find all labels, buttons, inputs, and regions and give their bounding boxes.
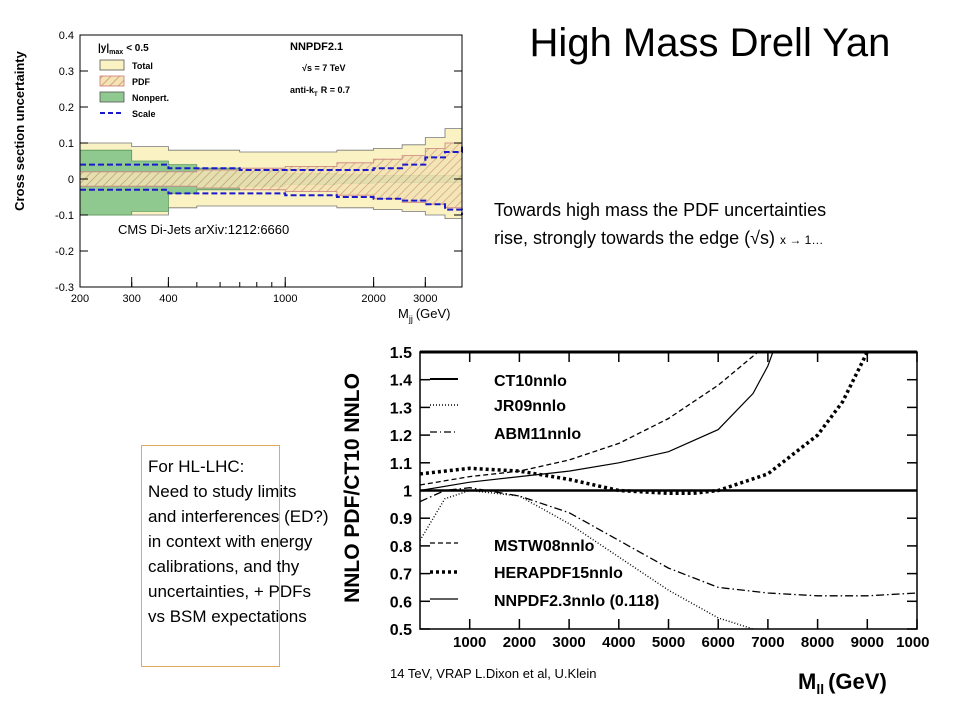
legend-entry: Scale xyxy=(132,109,156,119)
legend-header: |y|max < 0.5 xyxy=(98,43,149,56)
y-tick-label: 0.3 xyxy=(59,66,74,78)
note-line: and interferences (ED?) xyxy=(148,507,329,526)
plot-frame xyxy=(79,34,463,288)
hl-lhc-note: For HL-LHC: Need to study limits and int… xyxy=(141,445,329,667)
legend-entry: NNPDF2.3nnlo (0.118) xyxy=(494,593,659,610)
x-tick-label: 8000 xyxy=(801,634,834,651)
annotation-pdfset: NNPDF2.1 xyxy=(290,41,343,53)
y-tick-label: 0.7 xyxy=(390,567,412,584)
annotation-algorithm-sub: T xyxy=(314,92,318,98)
y-axis-label: NNLO PDF/CT10 NNLO xyxy=(341,373,364,603)
legend-entry: JR09nnlo xyxy=(494,398,566,415)
note-line: uncertainties, + PDFs xyxy=(148,582,311,601)
legend-swatch-pdf xyxy=(99,75,125,87)
x-axis-label: Mjj (GeV) xyxy=(398,306,451,324)
legend-entry: PDF xyxy=(132,77,151,87)
legend-entry: Nonpert. xyxy=(132,93,169,103)
x-axis-label-sub: jj xyxy=(408,314,413,324)
annotation-algorithm: anti-kT R = 0.7 xyxy=(290,85,350,98)
y-tick-label: 1.2 xyxy=(390,428,412,445)
y-tick-label: 0.5 xyxy=(390,622,412,639)
x-tick-label: 1000 xyxy=(453,634,486,651)
x-axis-label-var: M xyxy=(798,669,816,694)
legend-entry: CT10nnlo xyxy=(494,373,567,390)
note-line: vs BSM expectations xyxy=(148,607,307,626)
note-line: calibrations, and thy xyxy=(148,557,300,576)
pdf-ratio-chart: NNLO PDF/CT10 NNLO 0.5 0.6 0.7 0.8 0.9 1 1.1 1.… xyxy=(341,345,930,695)
legend-header-cond: < 0.5 xyxy=(126,43,149,54)
scale-upper-line xyxy=(80,146,463,171)
y-tick-label: -0.1 xyxy=(55,210,74,222)
x-tick-label: 3000 xyxy=(413,293,437,305)
cms-uncertainty-chart: Cross section uncertainty -0.3 -0.2 -0.1 0 0… xyxy=(12,30,463,324)
series-line-nnpdf2-3nnlo-0-118 xyxy=(419,351,774,492)
pdf-band xyxy=(79,135,463,212)
y-axis-label: Cross section uncertainty xyxy=(12,50,27,210)
y-tick-label: 0.8 xyxy=(390,539,412,556)
x-axis-label-var: M xyxy=(398,306,409,321)
x-tick-label: 400 xyxy=(159,293,177,305)
legend-header-sub: max xyxy=(109,49,123,56)
legend-entry: HERAPDF15nnlo xyxy=(494,565,623,582)
series-line-abm11nnlo xyxy=(419,487,918,597)
x-tick-label: 5000 xyxy=(652,634,685,651)
series-line-herapdf15nnlo xyxy=(419,351,869,496)
description-text: Towards high mass the PDF uncertainties … xyxy=(494,196,934,254)
annotation-energy: √s = 7 TeV xyxy=(302,63,346,73)
x-tick-label: 7000 xyxy=(751,634,784,651)
x-tick-label: 4000 xyxy=(602,634,635,651)
x-axis-label-unit: (GeV) xyxy=(828,669,887,694)
y-tick-label: 1.3 xyxy=(390,400,412,417)
description-line-2: rise, strongly towards the edge (√s) x →… xyxy=(494,224,934,254)
page-title: High Mass Drell Yan xyxy=(529,21,891,65)
legend-swatch-total xyxy=(99,59,125,71)
y-tick-label: 1 xyxy=(403,484,412,501)
series-line-jr09nnlo xyxy=(419,489,754,630)
y-tick-label: 0.6 xyxy=(390,594,412,611)
x-tick-label: 10000 xyxy=(896,634,930,651)
y-tick-label: 0.2 xyxy=(59,102,74,114)
note-line: in context with energy xyxy=(148,532,313,551)
legend-entry: ABM11nnlo xyxy=(494,426,581,443)
y-tick-label: 0.4 xyxy=(59,30,74,42)
x-axis-label: Mll (GeV) xyxy=(798,669,887,695)
annotation-algorithm-radius: R = 0.7 xyxy=(321,85,350,95)
description-line-1: Towards high mass the PDF uncertainties xyxy=(494,200,827,220)
note-line: For HL-LHC: xyxy=(148,457,245,476)
y-tick-label: 0.1 xyxy=(59,138,74,150)
series-line-mstw08nnlo xyxy=(419,351,759,486)
description-line-2-text: rise, strongly towards the edge (√s) xyxy=(494,228,775,248)
x-tick-label: 9000 xyxy=(851,634,884,651)
legend: |y|max < 0.5 Total PDF Nonpert. Scale xyxy=(98,43,169,119)
annotation-algorithm-name: anti-k xyxy=(290,85,315,95)
y-tick-label: 0 xyxy=(68,174,74,186)
y-tick-label: -0.2 xyxy=(55,246,74,258)
caption-left: CMS Di-Jets arXiv:1212:6660 xyxy=(118,222,290,237)
note-line: Need to study limits xyxy=(148,482,297,501)
description-suffix: x → 1… xyxy=(780,233,824,247)
x-tick-label: 300 xyxy=(123,293,141,305)
x-tick-label: 6000 xyxy=(702,634,735,651)
y-tick-label: 1.1 xyxy=(390,456,412,473)
legend: CT10nnlo JR09nnlo ABM11nnlo MSTW08nnlo H… xyxy=(430,373,659,610)
legend-header-var: |y| xyxy=(98,43,109,54)
legend-entry: Total xyxy=(132,61,153,71)
x-tick-label: 3000 xyxy=(552,634,585,651)
x-tick-label: 2000 xyxy=(503,634,536,651)
scale-lower-line xyxy=(80,188,463,215)
y-tick-label: 1.4 xyxy=(390,373,412,390)
y-tick-label: 0.9 xyxy=(390,511,412,528)
x-tick-label: 2000 xyxy=(361,293,385,305)
y-tick-label: -0.3 xyxy=(55,282,74,294)
legend-entry: MSTW08nnlo xyxy=(494,538,595,555)
caption-right: 14 TeV, VRAP L.Dixon et al, U.Klein xyxy=(390,666,597,681)
legend-swatch-nonpert xyxy=(99,91,125,103)
x-axis-label-sub: ll xyxy=(816,681,824,695)
y-tick-label: 1.5 xyxy=(390,345,412,362)
x-axis-label-unit: (GeV) xyxy=(416,306,451,321)
x-tick-label: 1000 xyxy=(273,293,297,305)
x-tick-label: 200 xyxy=(71,293,89,305)
